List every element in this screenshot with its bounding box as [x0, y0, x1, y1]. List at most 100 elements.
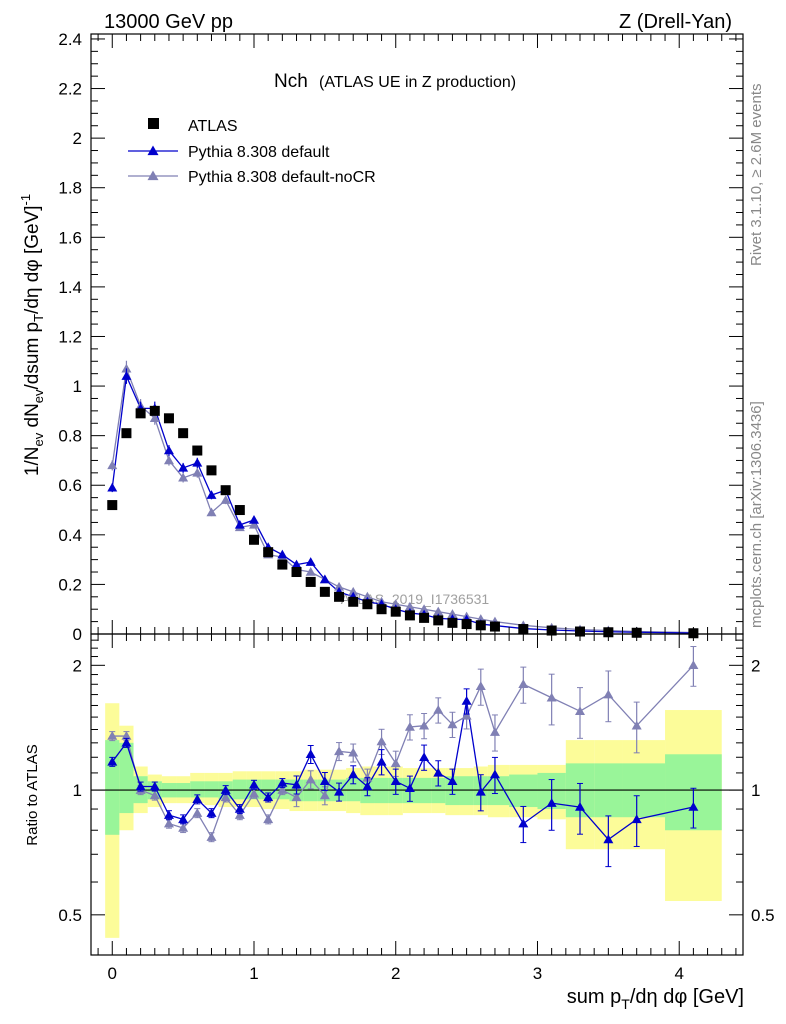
ratio-default-point	[348, 769, 359, 779]
ratio-nocr-point	[249, 788, 259, 798]
main-y-tick-label: 0	[73, 625, 82, 644]
band-inner-bin	[190, 781, 205, 798]
legend: ATLAS Pythia 8.308 default Pythia 8.308 …	[128, 118, 376, 186]
main-y-tick-label: 0.2	[58, 575, 82, 594]
nocr-point	[390, 599, 401, 608]
ratio-nocr-point	[461, 710, 472, 720]
ratio-default-point	[376, 756, 387, 766]
ratio-nocr-point	[546, 692, 557, 702]
ratio-default-point	[319, 776, 330, 786]
atlas-point	[149, 405, 160, 416]
nocr-point	[249, 519, 259, 529]
atlas-point	[234, 505, 245, 516]
atlas-point	[390, 606, 401, 617]
default-point	[249, 514, 259, 524]
main-y-tick-label: 1.6	[58, 228, 82, 247]
x-axis-label: sum pT/dη dφ [GeV]	[567, 986, 744, 1012]
atlas-point	[291, 567, 302, 578]
default-point	[107, 482, 118, 492]
ratio-default-point	[362, 781, 373, 791]
x-tick-label: 3	[533, 964, 542, 983]
atlas-point	[419, 612, 430, 623]
nocr-point	[305, 567, 316, 576]
ratio-default-point	[404, 783, 415, 793]
ratio-nocr-line	[112, 664, 694, 839]
mcplots-label: mcplots.cern.ch [arXiv:1306.3436]	[748, 401, 765, 628]
atlas-point	[447, 617, 458, 628]
ratio-default-point	[475, 786, 486, 796]
ratio-default-point	[192, 794, 203, 804]
ratio-nocr-point	[277, 785, 288, 794]
ratio-nocr-point	[489, 727, 500, 736]
ratio-default-point	[178, 814, 189, 824]
ratio-default-point	[291, 779, 302, 789]
atlas-point	[192, 445, 203, 456]
ratio-default-point	[461, 696, 472, 705]
ratio-nocr-point	[291, 792, 302, 802]
default-point	[163, 445, 174, 455]
nocr-point	[192, 467, 203, 477]
main-y-tick-label: 0.4	[58, 526, 82, 545]
ratio-nocr-point	[376, 736, 387, 746]
default-point	[192, 457, 203, 467]
ratio-default-point	[206, 808, 217, 817]
ratio-y-tick-label: 2	[73, 656, 82, 675]
main-series	[107, 360, 699, 639]
ratio-nocr-point	[348, 747, 359, 757]
ratio-nocr-point	[263, 814, 274, 824]
ratio-nocr-point	[206, 832, 217, 841]
ratio-y-tick-label: 0.5	[58, 906, 82, 925]
legend-default-label: Pythia 8.308 default	[188, 144, 330, 161]
ratio-default-point	[631, 814, 642, 824]
legend-atlas-marker	[148, 118, 159, 129]
ratio-nocr-point	[688, 660, 699, 670]
default-point	[319, 574, 330, 584]
main-y-tick-label: 2.2	[58, 80, 82, 99]
ratio-nocr-point	[404, 721, 415, 731]
x-tick-label: 2	[391, 964, 400, 983]
band-inner-bin	[204, 781, 219, 798]
main-y-tick-label: 0.8	[58, 427, 82, 446]
ratio-default-point	[518, 818, 529, 828]
ratio-nocr-point	[390, 758, 401, 768]
band-inner-bin	[509, 774, 538, 808]
default-point	[206, 490, 217, 499]
ratio-frame	[90, 633, 744, 956]
ratio-nocr-point	[121, 731, 132, 740]
axes: 0 0.2 0.4 0.6 0.8 1 1.2 1.4 1.6 1.8 2 2.2 2.4 0 1 2 3 4 0.…	[58, 30, 774, 983]
nocr-point	[447, 609, 458, 618]
band-inner-bin	[232, 779, 247, 800]
atlas-point	[334, 591, 345, 602]
atlas-point	[121, 428, 132, 439]
ratio-default-point	[277, 778, 288, 787]
main-y-tick-label: 1.2	[58, 327, 82, 346]
atlas-point	[220, 485, 231, 496]
ratio-default-point	[433, 767, 444, 777]
ratio-default-point	[107, 756, 118, 766]
ratio-uncertainty-bands	[91, 703, 743, 938]
ratio-nocr-point	[234, 810, 245, 819]
ratio-series	[107, 646, 699, 868]
ratio-default-point	[249, 779, 259, 789]
ratio-default-point	[489, 769, 500, 779]
atlas-point	[206, 465, 217, 476]
atlas-point	[433, 615, 444, 626]
ratio-y-tick-label-right: 1	[751, 781, 760, 800]
ratio-default-point	[390, 776, 401, 786]
x-tick-label: 4	[674, 964, 683, 983]
atlas-point	[319, 586, 330, 597]
nocr-point	[334, 581, 345, 591]
atlas-point	[461, 619, 472, 630]
ratio-nocr-point	[220, 792, 231, 802]
atlas-point	[305, 576, 316, 587]
ratio-nocr-point	[447, 719, 458, 729]
atlas-point	[475, 620, 486, 631]
ratio-default-point	[575, 802, 585, 811]
ratio-nocr-point	[433, 705, 444, 714]
nocr-point	[121, 363, 132, 373]
ratio-nocr-point	[631, 720, 642, 730]
default-point	[277, 549, 288, 559]
atlas-point	[376, 604, 387, 615]
ratio-default-point	[121, 737, 132, 747]
atlas-point	[163, 413, 174, 424]
